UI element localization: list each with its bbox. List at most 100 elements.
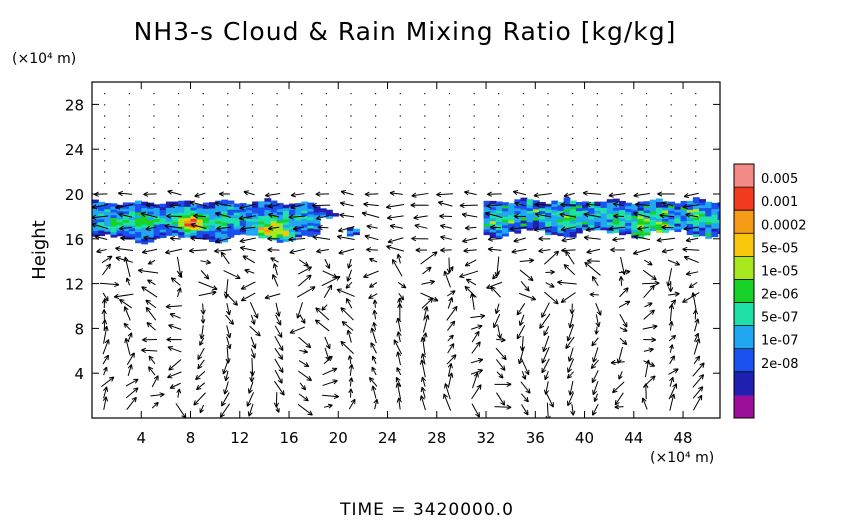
cloud-cell	[563, 205, 571, 210]
cloud-cell	[270, 214, 278, 219]
wind-vector	[368, 257, 378, 263]
cloud-cell	[594, 207, 602, 211]
wind-vector	[694, 137, 697, 140]
cloud-cell	[680, 200, 688, 205]
wind-vector	[645, 171, 648, 173]
cloud-cell	[655, 198, 663, 203]
cloud-cell	[662, 215, 669, 219]
wind-vector	[240, 292, 256, 302]
wind-vector	[250, 336, 257, 349]
wind-vector	[366, 247, 378, 253]
cloud-cell	[221, 199, 229, 204]
cloud-cell	[208, 224, 216, 229]
wind-vector	[471, 330, 480, 343]
wind-vector	[200, 303, 206, 315]
cloud-cell	[190, 206, 198, 211]
cloud-cell	[600, 224, 608, 228]
cloud-cell	[662, 212, 669, 217]
wind-vector	[516, 303, 526, 316]
wind-vector	[264, 192, 281, 198]
cloud-cell	[674, 228, 682, 233]
cloud-cell	[208, 232, 216, 237]
cloud-cell	[165, 207, 173, 211]
wind-vector	[276, 92, 278, 95]
wind-vector	[371, 366, 377, 376]
wind-vector	[325, 115, 328, 117]
cloud-cell	[215, 206, 222, 210]
cloud-cell	[128, 208, 136, 212]
plot-frame	[91, 81, 721, 419]
wind-vector	[543, 326, 550, 336]
cloud-cell	[705, 235, 713, 239]
cloud-cell	[98, 229, 106, 234]
cloud-cell	[692, 202, 700, 207]
cloud-cell	[221, 230, 229, 234]
wind-vector	[193, 213, 206, 219]
cloud-cell	[122, 219, 130, 223]
wind-vector	[568, 381, 574, 396]
wind-vector	[411, 192, 429, 198]
wind-vector	[137, 268, 159, 274]
wind-vector	[448, 148, 451, 151]
cloud-cell	[104, 205, 112, 210]
cloud-cell	[346, 227, 354, 231]
cloud-cell	[282, 210, 290, 214]
cloud-cell	[289, 214, 296, 219]
wind-vector	[101, 376, 115, 388]
cloud-cell	[282, 238, 290, 242]
wind-vector	[345, 281, 353, 289]
cloud-cell	[307, 216, 315, 221]
wind-vector	[101, 309, 107, 320]
wind-vector	[561, 247, 576, 253]
wind-vector	[571, 159, 574, 162]
cloud-cell	[606, 229, 614, 234]
cloud-cell	[276, 230, 284, 235]
wind-vector	[103, 171, 106, 173]
cloud-cell	[643, 220, 651, 225]
colorbar-swatch	[734, 233, 754, 257]
wind-vector	[448, 115, 451, 117]
cloud-cell	[301, 218, 309, 222]
cloud-cell	[98, 232, 106, 237]
cloud-cell	[502, 230, 509, 234]
cloud-cell	[680, 223, 688, 227]
cloud-cell	[705, 224, 713, 228]
cloud-cell	[264, 231, 272, 236]
wind-vector	[177, 92, 180, 95]
wind-vector	[473, 115, 475, 117]
cloud-cell	[221, 205, 229, 209]
cloud-cell	[141, 226, 149, 231]
wind-vector	[267, 236, 280, 242]
cloud-cell	[483, 228, 491, 233]
cloud-cell	[215, 231, 222, 236]
wind-vector	[538, 248, 551, 254]
cloud-cell	[600, 221, 608, 225]
wind-vector	[300, 92, 303, 95]
cloud-cell	[655, 215, 663, 219]
wind-vector	[399, 182, 402, 185]
cloud-cell	[141, 238, 149, 242]
cloud-cell	[489, 212, 497, 216]
cloud-cell	[159, 217, 167, 222]
wind-vector	[472, 372, 479, 389]
cloud-cell	[692, 216, 700, 221]
x-axis: 4 8 12 16 20 24 28 32 36 40 44 48	[136, 82, 693, 447]
cloud-cell	[619, 228, 626, 233]
wind-vector	[446, 305, 458, 321]
cloud-cell	[705, 229, 713, 234]
wind-vector	[350, 92, 352, 95]
cloud-cell	[147, 211, 155, 215]
cloud-cell	[508, 206, 516, 210]
wind-vector	[595, 302, 602, 316]
cloud-cell	[557, 221, 565, 225]
wind-vector	[102, 339, 110, 355]
wind-vector	[447, 372, 454, 388]
wind-vector	[348, 364, 354, 376]
wind-vector	[522, 115, 525, 117]
cloud-cell	[346, 230, 354, 234]
cloud-cell	[699, 218, 706, 223]
wind-vector	[669, 376, 675, 387]
cloud-cell	[252, 201, 259, 206]
cloud-cell	[264, 217, 272, 222]
